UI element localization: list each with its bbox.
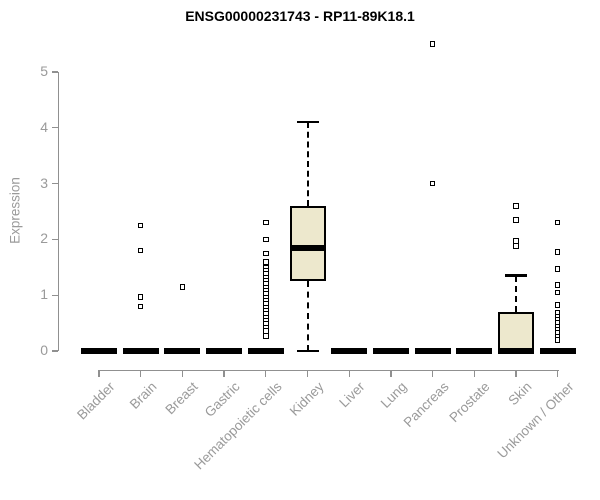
median-line [164,348,201,354]
whisker-cap [296,349,319,353]
outlier-point [429,180,436,187]
x-axis-tick [181,370,184,377]
median-line [289,244,326,251]
outlier-point [263,258,269,265]
y-tick-label: 3 [40,174,48,191]
outlier-point [513,243,519,249]
outlier-point [137,303,144,310]
whisker-line [306,281,309,351]
median-line [414,348,451,354]
y-axis-tick [51,127,58,129]
x-axis-tick [306,370,309,377]
outlier-point [263,236,269,243]
x-axis-tick [390,370,392,377]
y-axis-tick [51,350,58,352]
median-line [456,348,493,354]
y-tick-label: 2 [40,230,48,247]
box [289,205,326,282]
y-axis-tick [51,238,58,241]
outlier-point [513,217,519,223]
x-axis-tick [431,370,434,377]
x-axis-tick [473,370,475,377]
x-axis-tick [348,370,350,377]
outlier-point [137,222,144,229]
outlier-point [554,302,561,309]
y-axis-tick [51,182,58,185]
outlier-point [554,266,561,272]
median-line [81,348,117,354]
outlier-point [137,247,144,254]
chart-title: ENSG00000231743 - RP11-89K18.1 [185,8,415,24]
whisker-line [306,122,309,206]
median-line [498,348,534,354]
outlier-point [179,284,186,290]
outlier-point [137,294,144,300]
outlier-point [429,41,436,47]
y-tick-label: 0 [40,342,48,358]
x-axis-tick [223,370,225,377]
median-line [122,348,159,354]
median-line [331,348,368,354]
x-axis-tick [265,370,267,377]
whisker-cap [505,274,527,277]
whisker-cap [296,121,319,124]
median-line [247,348,284,354]
outlier-point [554,282,561,288]
y-axis-line [58,72,60,351]
box [498,311,534,351]
y-tick-label: 4 [40,118,48,135]
y-tick-label: 1 [40,286,48,303]
median-line [372,348,409,354]
y-tick-label: 5 [40,63,48,79]
outlier-point [554,337,561,343]
x-axis-tick [140,370,142,377]
y-axis-tick [51,71,58,73]
outlier-point [554,249,561,256]
outlier-point [263,219,269,226]
outlier-point [554,219,561,226]
outlier-point [263,333,269,339]
x-axis-tick [98,370,100,377]
whisker-line [515,275,517,312]
median-line [539,348,576,354]
x-axis-tick [557,370,559,377]
outlier-point [513,203,519,209]
y-axis-tick [51,294,58,296]
x-axis-tick [515,370,517,377]
x-axis-line [97,370,560,372]
median-line [206,348,243,354]
outlier-point [554,289,561,296]
outlier-point [263,250,269,257]
